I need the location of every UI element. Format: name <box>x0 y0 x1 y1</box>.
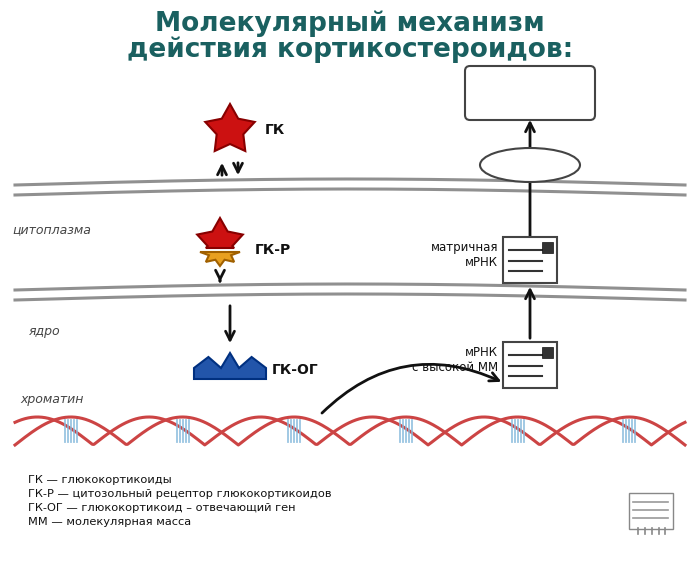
FancyBboxPatch shape <box>503 342 557 388</box>
Text: ядро: ядро <box>29 325 61 339</box>
Text: ММ — молекулярная масса: ММ — молекулярная масса <box>28 517 191 527</box>
Text: белок: белок <box>510 158 551 172</box>
Text: хроматин: хроматин <box>20 393 84 407</box>
FancyBboxPatch shape <box>629 493 673 529</box>
FancyBboxPatch shape <box>542 346 552 357</box>
Polygon shape <box>197 218 243 248</box>
Text: цитоплазма: цитоплазма <box>13 223 92 237</box>
Text: ГК-ОГ: ГК-ОГ <box>272 363 318 377</box>
Text: матричная
мРНК: матричная мРНК <box>430 241 498 269</box>
Text: мРНК
с высокой ММ: мРНК с высокой ММ <box>412 346 498 374</box>
FancyBboxPatch shape <box>503 237 557 283</box>
Text: ГК-Р: ГК-Р <box>255 243 291 257</box>
Text: ГК-ОГ — глюкокортикоид – отвечающий ген: ГК-ОГ — глюкокортикоид – отвечающий ген <box>28 503 295 513</box>
Text: ГК: ГК <box>265 123 286 137</box>
Text: действия кортикостероидов:: действия кортикостероидов: <box>127 37 573 63</box>
Text: Молекулярный механизм: Молекулярный механизм <box>155 11 545 37</box>
Text: стероидный
ответ: стероидный ответ <box>492 79 568 107</box>
FancyBboxPatch shape <box>465 66 595 120</box>
Ellipse shape <box>480 148 580 182</box>
FancyBboxPatch shape <box>542 241 552 252</box>
Text: ГК-Р — цитозольный рецептор глюкокортикоидов: ГК-Р — цитозольный рецептор глюкокортико… <box>28 489 332 499</box>
Text: ГК — глюкокортикоиды: ГК — глюкокортикоиды <box>28 475 172 485</box>
Polygon shape <box>200 252 240 266</box>
Polygon shape <box>205 104 255 151</box>
Polygon shape <box>194 353 266 379</box>
